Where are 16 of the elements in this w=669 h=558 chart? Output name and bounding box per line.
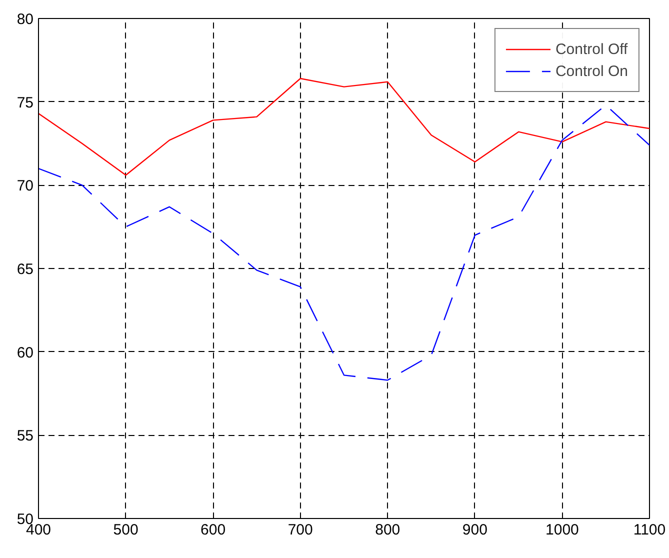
x-tick-label: 800 xyxy=(375,522,400,538)
y-tick-label: 75 xyxy=(16,94,34,112)
y-tick-label: 65 xyxy=(16,261,34,278)
x-tick-label: 700 xyxy=(288,522,313,538)
x-tick-label: 600 xyxy=(200,522,226,538)
y-tick-label: 60 xyxy=(16,344,34,362)
x-tick-label: 500 xyxy=(113,522,138,538)
x-tick-label: 1000 xyxy=(546,522,579,538)
y-tick-label: 70 xyxy=(16,178,34,195)
line-series xyxy=(38,78,650,176)
legend-label: Control Off xyxy=(555,40,628,58)
x-tick-label: 1100 xyxy=(633,522,666,538)
y-tick-label: 55 xyxy=(16,428,34,445)
y-tick-label: 80 xyxy=(16,11,34,28)
x-tick-label: 900 xyxy=(462,522,488,538)
legend-label: Control On xyxy=(555,62,628,80)
